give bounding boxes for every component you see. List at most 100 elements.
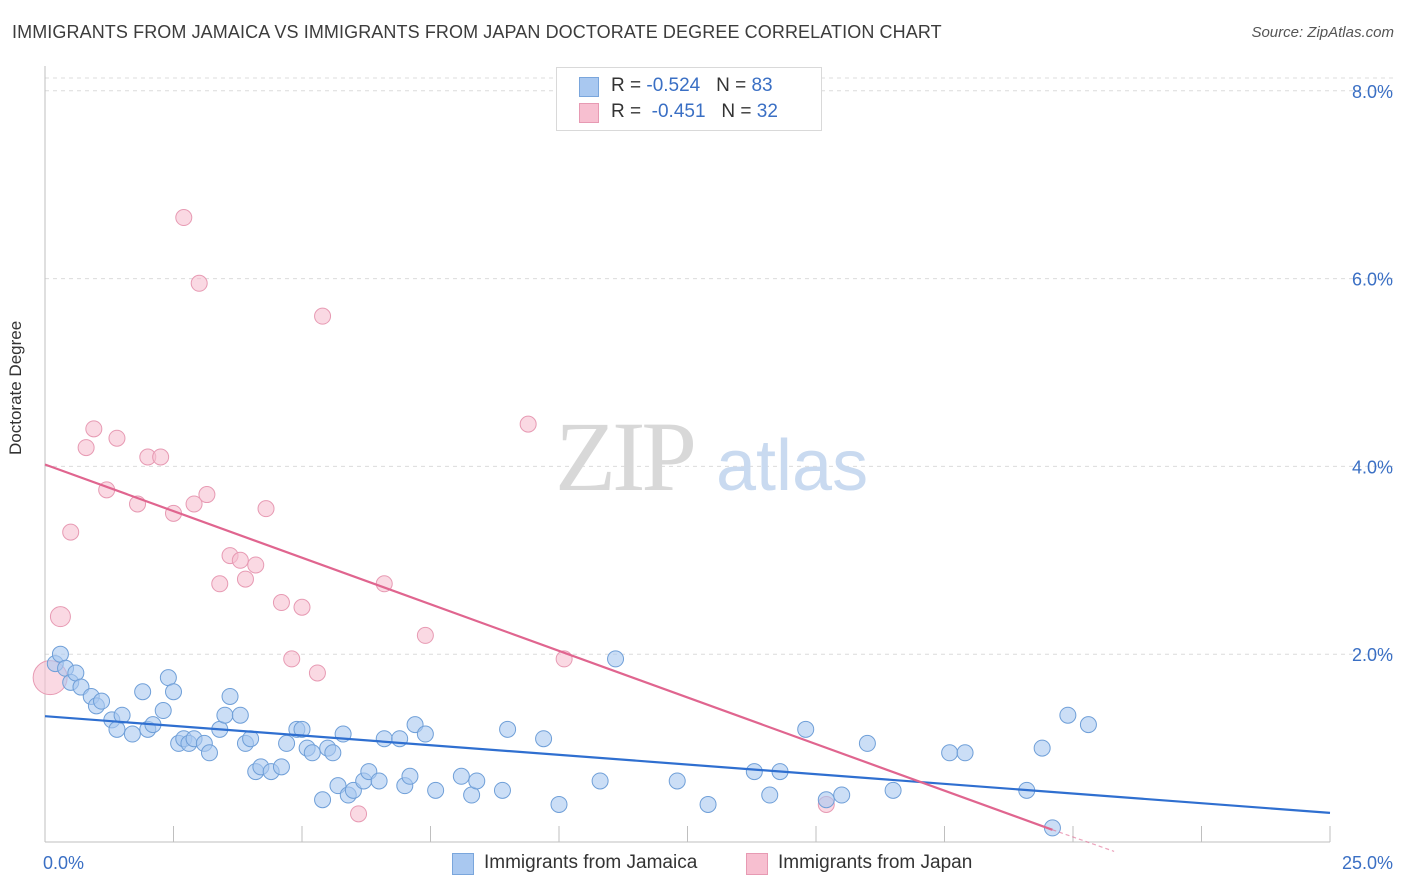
- legend-japan-r-value: -0.451: [651, 101, 706, 122]
- jamaica-point: [550, 795, 568, 813]
- bottom-legend-label-jamaica: Immigrants from Jamaica: [484, 852, 698, 873]
- japan-point: [283, 650, 301, 668]
- y-tick-label: 4.0%: [1352, 457, 1393, 477]
- japan-point: [190, 274, 208, 292]
- jamaica-point: [113, 706, 131, 724]
- jamaica-point: [468, 772, 486, 790]
- jamaica-point: [833, 786, 851, 804]
- trendlines: [44, 463, 1331, 852]
- jamaica-point: [452, 767, 470, 785]
- bottom-legend-swatch-jamaica: [452, 853, 474, 875]
- legend-japan-n-label: N =: [721, 101, 757, 122]
- axes: [44, 66, 1331, 843]
- trendline-japan: [44, 463, 1053, 831]
- jamaica-point: [797, 720, 815, 738]
- jamaica-point: [272, 758, 290, 776]
- japan-point: [272, 594, 290, 612]
- jamaica-point: [1033, 739, 1051, 757]
- trendline-japan-extension: [1052, 829, 1115, 852]
- jamaica-point: [293, 720, 311, 738]
- watermark: ZIP atlas: [555, 401, 868, 512]
- jamaica-point: [278, 734, 296, 752]
- jamaica-point: [154, 702, 172, 720]
- x-tick-label-min: 0.0%: [43, 853, 84, 873]
- jamaica-point: [607, 650, 625, 668]
- japan-point: [231, 551, 249, 569]
- correlation-legend: R = -0.524 N = 83 R = -0.451 N = 32: [556, 67, 822, 131]
- jamaica-point: [123, 725, 141, 743]
- series-japan-points: [32, 209, 835, 823]
- japan-point: [185, 495, 203, 513]
- legend-jamaica-r-value: -0.524: [646, 75, 701, 96]
- legend-jamaica-n-label: N =: [716, 75, 752, 96]
- x-tick-label-max: 25.0%: [1342, 853, 1393, 873]
- jamaica-point: [324, 744, 342, 762]
- jamaica-point: [1059, 706, 1077, 724]
- legend-japan-n-value: 32: [756, 101, 778, 122]
- legend-jamaica-r-label: R =: [611, 75, 647, 96]
- legend-japan-r-label: R =: [611, 101, 647, 122]
- jamaica-point: [221, 687, 239, 705]
- y-tick-label: 6.0%: [1352, 270, 1393, 290]
- jamaica-point: [134, 683, 152, 701]
- jamaica-point: [956, 744, 974, 762]
- jamaica-point: [941, 744, 959, 762]
- japan-point: [85, 420, 103, 438]
- jamaica-point: [761, 786, 779, 804]
- y-axis-label: Doctorate Degree: [6, 320, 25, 455]
- japan-point: [198, 486, 216, 504]
- japan-point: [77, 439, 95, 457]
- watermark-atlas: atlas: [716, 426, 868, 506]
- chart-title: IMMIGRANTS FROM JAMAICA VS IMMIGRANTS FR…: [12, 22, 942, 42]
- japan-point: [236, 570, 254, 588]
- legend-swatch-japan: [579, 103, 599, 123]
- jamaica-point: [303, 744, 321, 762]
- japan-point: [350, 805, 368, 823]
- bottom-legend-label-japan: Immigrants from Japan: [778, 852, 973, 873]
- jamaica-point: [699, 795, 717, 813]
- japan-point: [247, 556, 265, 574]
- jamaica-point: [884, 781, 902, 799]
- jamaica-point: [200, 744, 218, 762]
- jamaica-point: [493, 781, 511, 799]
- jamaica-point: [499, 720, 517, 738]
- japan-point: [49, 606, 71, 628]
- series-jamaica-points: [46, 645, 1097, 837]
- japan-point: [308, 664, 326, 682]
- jamaica-point: [668, 772, 686, 790]
- jamaica-point: [591, 772, 609, 790]
- jamaica-point: [427, 781, 445, 799]
- jamaica-point: [93, 692, 111, 710]
- japan-point: [62, 523, 80, 541]
- tick-labels: 2.0% 4.0% 6.0% 8.0% 0.0% 25.0%: [43, 82, 1393, 873]
- jamaica-point: [314, 791, 332, 809]
- japan-point: [293, 598, 311, 616]
- japan-point: [314, 307, 332, 325]
- jamaica-point: [416, 725, 434, 743]
- trendline-jamaica: [44, 715, 1331, 814]
- source-label: Source: ZipAtlas.com: [1251, 24, 1394, 41]
- jamaica-point: [231, 706, 249, 724]
- jamaica-point: [1079, 716, 1097, 734]
- jamaica-point: [216, 706, 234, 724]
- japan-point: [152, 448, 170, 466]
- japan-point: [211, 575, 229, 593]
- japan-point: [416, 626, 434, 644]
- japan-point: [108, 429, 126, 447]
- gridlines: [45, 77, 1395, 655]
- jamaica-point: [165, 683, 182, 701]
- y-tick-label: 8.0%: [1352, 82, 1393, 102]
- japan-point: [175, 209, 193, 227]
- y-tick-label: 2.0%: [1352, 645, 1393, 665]
- japan-point: [519, 415, 537, 433]
- jamaica-point: [535, 730, 553, 748]
- jamaica-point: [745, 763, 763, 781]
- jamaica-point: [375, 730, 393, 748]
- jamaica-point: [401, 767, 419, 785]
- bottom-legend-swatch-japan: [746, 853, 768, 875]
- watermark-zip: ZIP: [555, 401, 693, 512]
- legend-swatch-jamaica: [579, 77, 599, 97]
- jamaica-point: [858, 734, 876, 752]
- jamaica-point: [817, 791, 835, 809]
